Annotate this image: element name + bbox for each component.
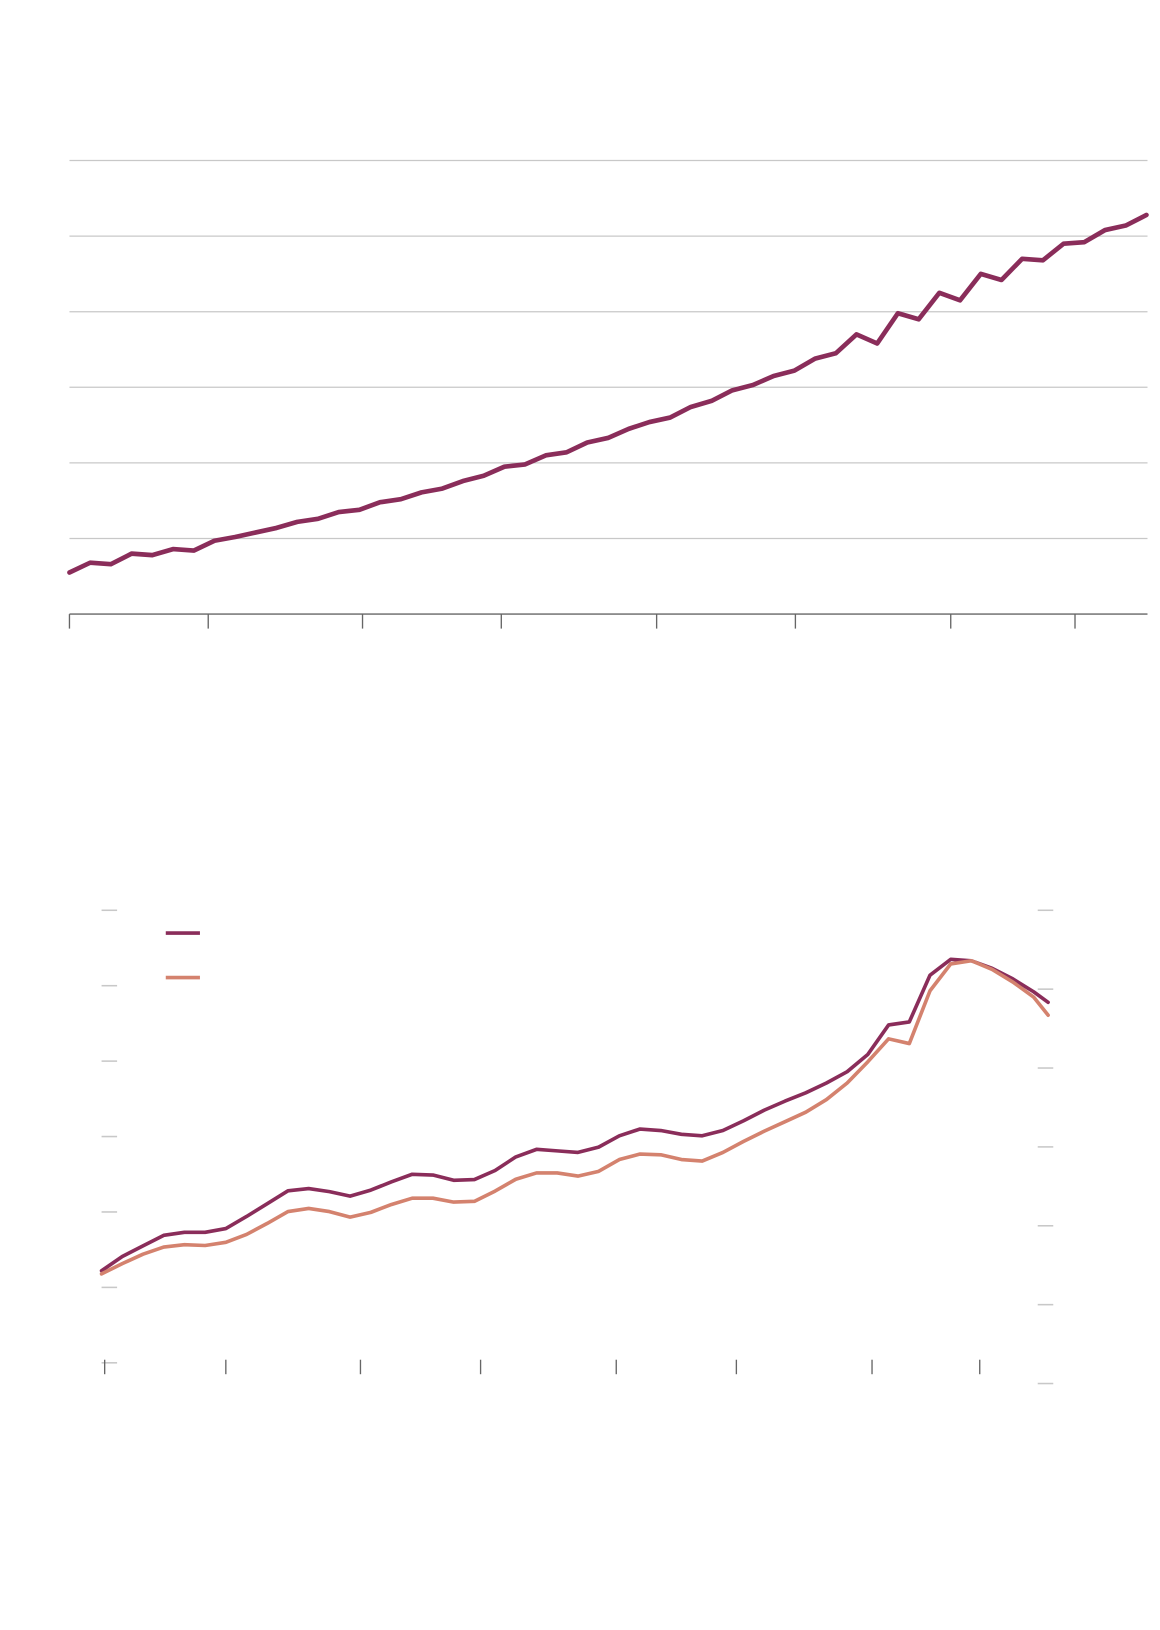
- data-line: [67, 212, 1149, 575]
- data-line: [99, 957, 1050, 1273]
- data-line: [99, 958, 1050, 1276]
